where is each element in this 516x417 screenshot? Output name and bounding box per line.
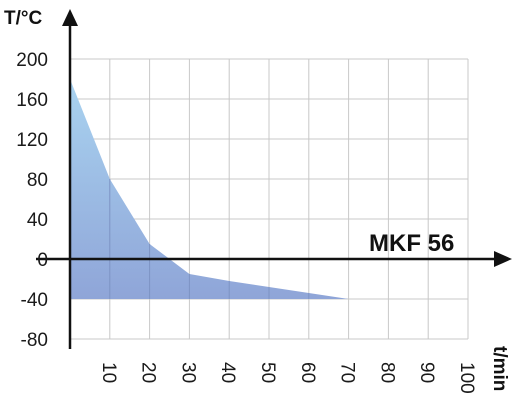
x-tick-label: 100 [456, 362, 477, 394]
y-tick-label: 200 [16, 50, 48, 71]
plot-area [70, 79, 349, 299]
y-tick-label: -80 [21, 330, 48, 351]
x-tick-label: 30 [177, 362, 198, 383]
y-tick-label: -40 [21, 290, 48, 311]
x-tick-label: 70 [337, 362, 358, 383]
x-tick-labels: 10 20 30 40 50 60 70 80 90 100 [98, 362, 477, 394]
x-tick-label: 80 [376, 362, 397, 383]
y-tick-label: 40 [27, 210, 48, 231]
x-tick-label: 10 [98, 362, 119, 383]
series-label: MKF 56 [369, 230, 454, 257]
x-tick-label: 60 [297, 362, 318, 383]
y-tick-label: 80 [27, 170, 48, 191]
y-axis-title: T/°C [4, 8, 42, 29]
area-series-fill [70, 79, 349, 299]
y-tick-label: 120 [16, 130, 48, 151]
x-tick-label: 90 [416, 362, 437, 383]
x-axis-title: t/min [489, 346, 510, 391]
x-tick-label: 40 [217, 362, 238, 383]
y-tick-label: 160 [16, 90, 48, 111]
x-tick-label: 20 [138, 362, 159, 383]
y-tick-label: 0 [37, 250, 48, 271]
y-axis-arrow-icon [62, 9, 78, 26]
x-tick-label: 50 [257, 362, 278, 383]
x-axis-arrow-icon [494, 251, 512, 267]
y-tick-labels: 200 160 120 80 40 0 -40 -80 [16, 50, 48, 351]
